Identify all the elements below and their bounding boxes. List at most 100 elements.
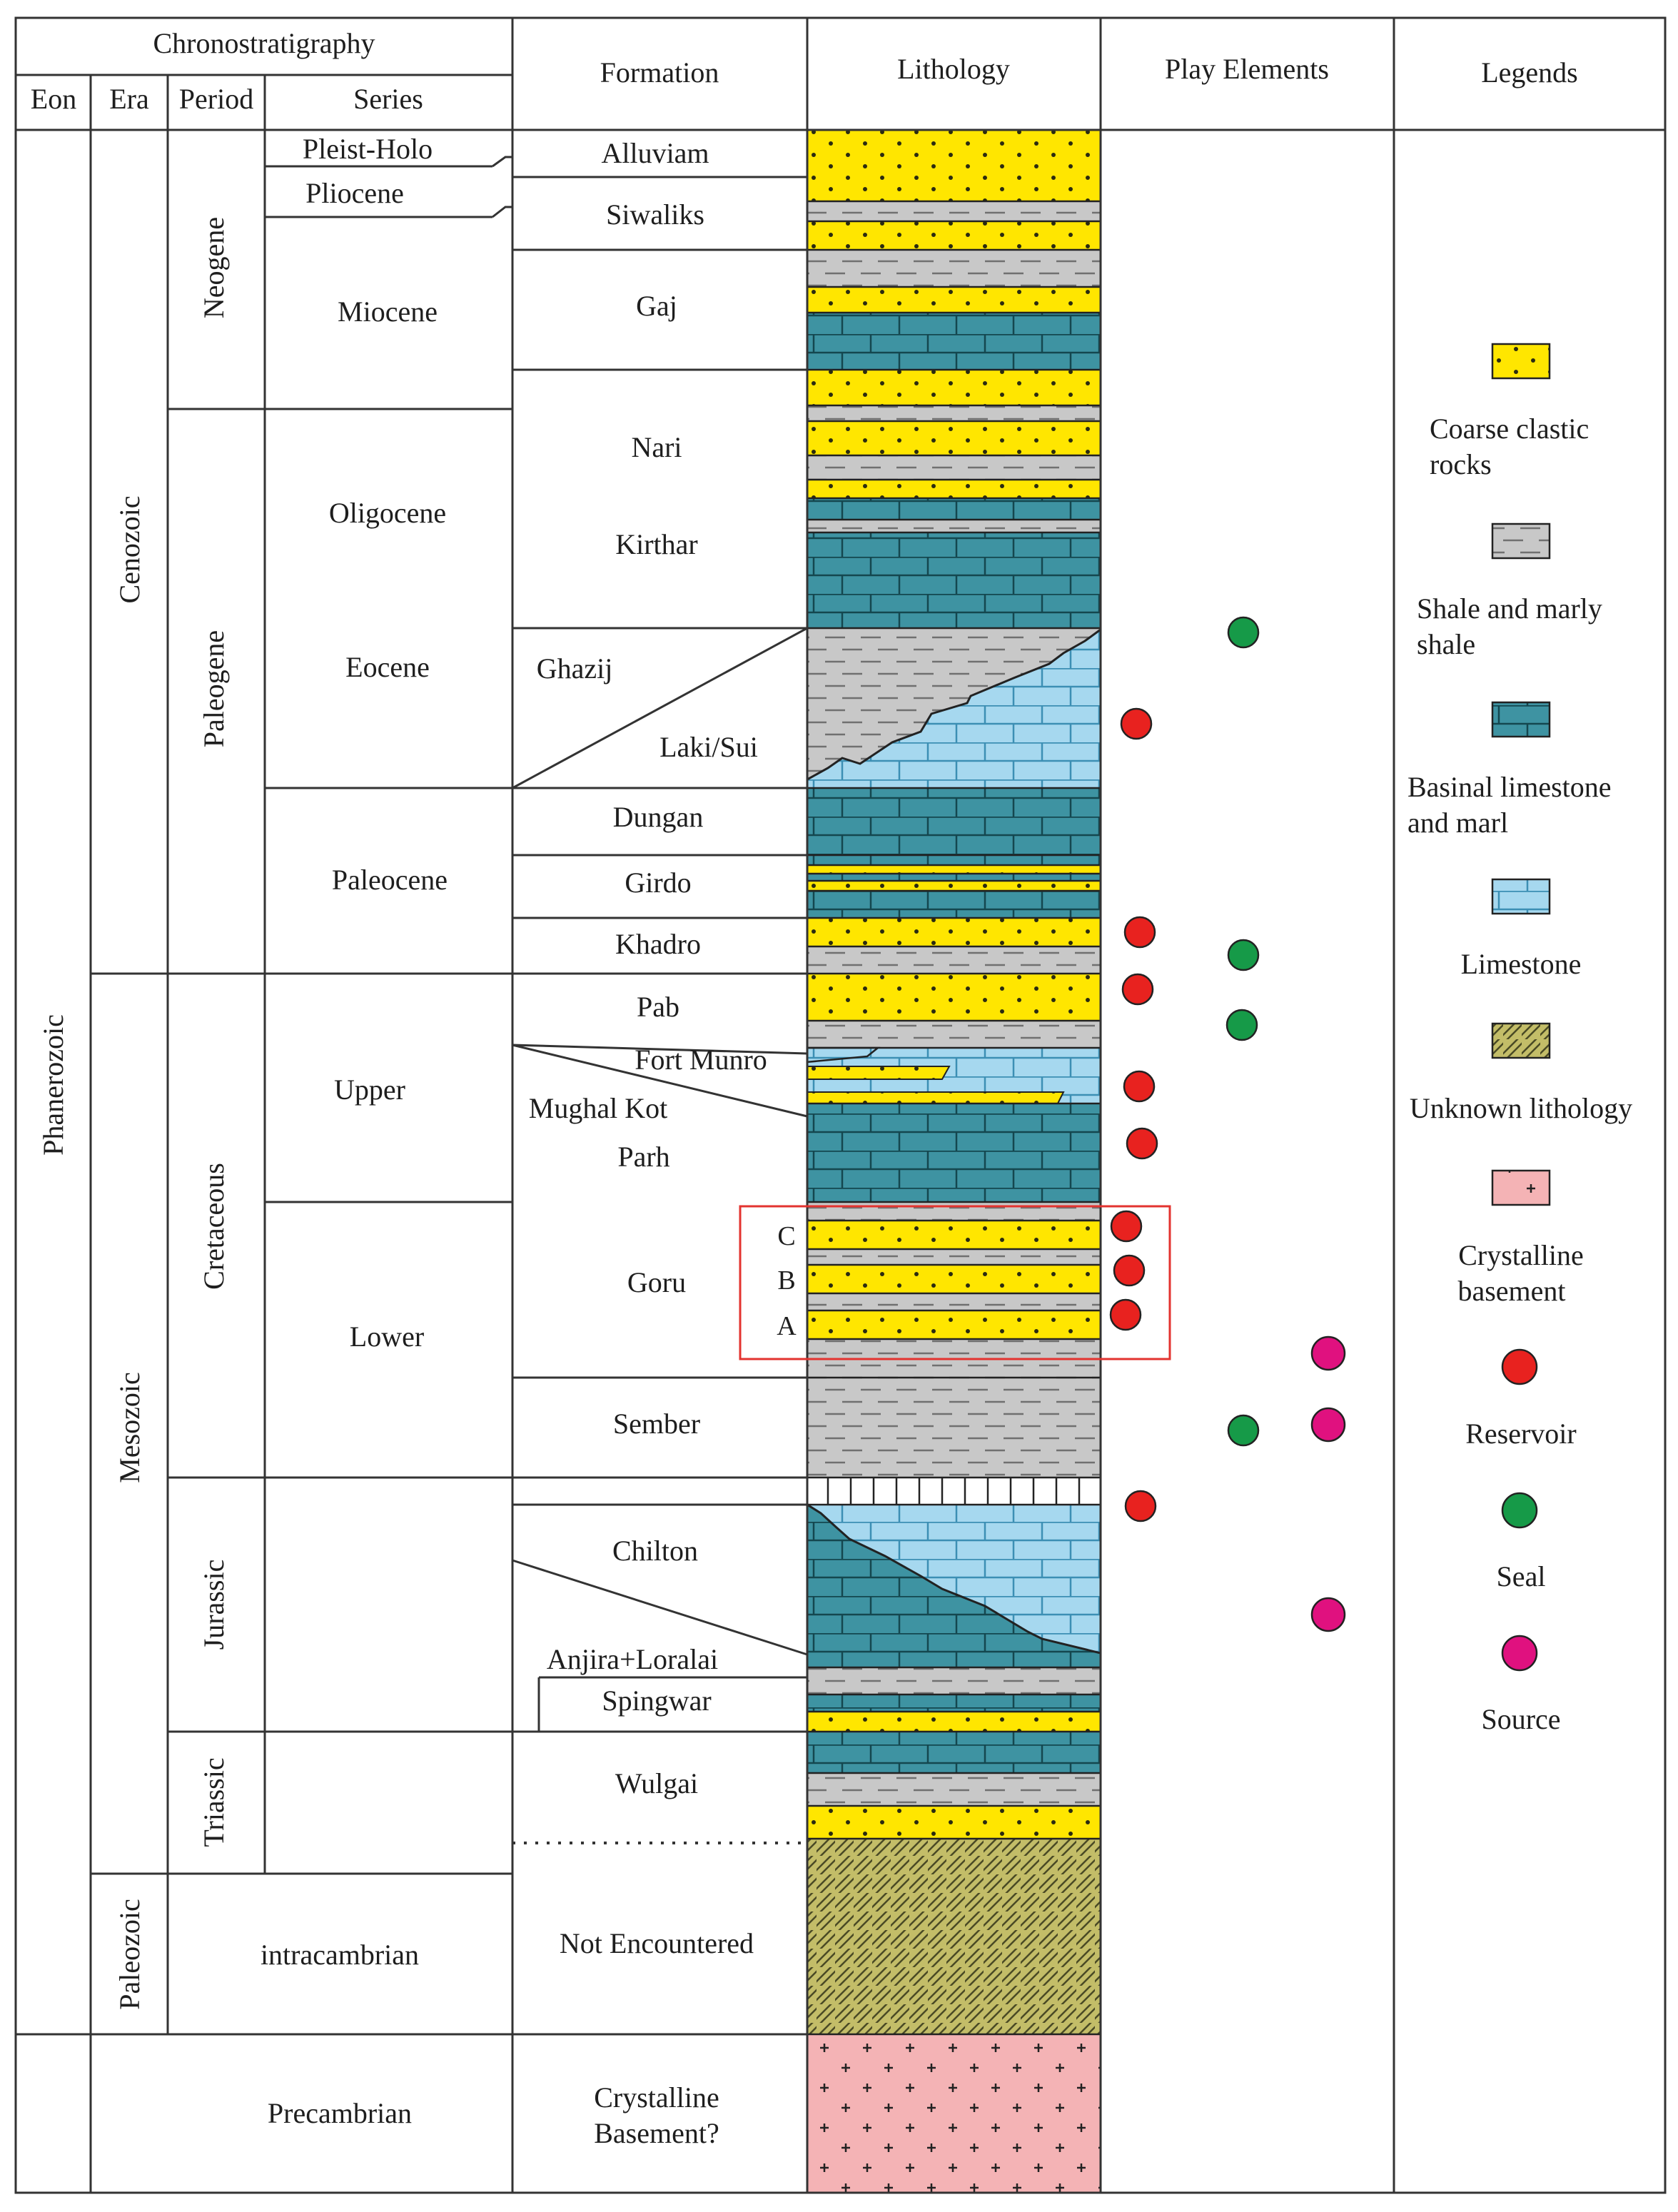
header-play-elements: Play Elements bbox=[1165, 53, 1329, 85]
legend-marker-reservoir bbox=[1501, 1348, 1538, 1385]
series-labels: Pleist-Holo Pliocene Miocene Oligocene E… bbox=[261, 133, 448, 2129]
header-chronostratigraphy: Chronostratigraphy bbox=[153, 27, 375, 59]
lith-wulgai-sand bbox=[807, 1806, 1101, 1839]
goru-unit-labels: C B A bbox=[777, 1221, 797, 1341]
lith-wulgai-shale bbox=[807, 1773, 1101, 1806]
play-seal-pab bbox=[1225, 1009, 1258, 1041]
lith-chilton-limestone bbox=[807, 1505, 1101, 1653]
legend-limestone: Limestone bbox=[1461, 948, 1582, 980]
era-mesozoic: Mesozoic bbox=[113, 1372, 146, 1483]
period-neogene: Neogene bbox=[198, 217, 230, 318]
legend-swatch-basinal-limestone bbox=[1491, 701, 1551, 738]
lith-sember-shale bbox=[807, 1378, 1101, 1478]
lith-fortmunro-sand-1 bbox=[807, 1066, 951, 1080]
lith-jurassic-top-ticks bbox=[827, 1478, 1081, 1505]
formation-dungan: Dungan bbox=[613, 801, 704, 833]
play-reservoir-fort-munro bbox=[1123, 1070, 1156, 1103]
lith-layer-boundaries bbox=[807, 200, 1101, 2036]
legend-swatch-crystalline bbox=[1491, 1169, 1551, 1206]
lith-girdo-sand-1 bbox=[807, 865, 1101, 874]
lith-nari-basinal bbox=[807, 498, 1101, 520]
formation-khadro: Khadro bbox=[615, 928, 701, 960]
lith-goru-shale-2 bbox=[807, 1249, 1101, 1265]
header-lithology: Lithology bbox=[897, 53, 1010, 85]
legend-basinal-line-1: Basinal limestone bbox=[1407, 771, 1612, 803]
goru-unit-b: B bbox=[777, 1266, 795, 1296]
formation-labels: Alluviam Siwaliks Gaj Nari Kirthar Ghazi… bbox=[529, 137, 767, 2149]
legend: Coarse clastic rocks Shale and marly sha… bbox=[1407, 343, 1632, 1735]
lith-gaj-basinal bbox=[807, 313, 1101, 370]
formation-spingwar: Spingwar bbox=[602, 1685, 711, 1717]
lith-wulgai-basinal bbox=[807, 1732, 1101, 1773]
play-reservoir-goru-c bbox=[1110, 1210, 1143, 1243]
lith-spingwar-basinal bbox=[807, 1695, 1101, 1712]
lith-pab-shale bbox=[807, 1021, 1101, 1048]
header-eon: Eon bbox=[31, 83, 76, 115]
series-eocene: Eocene bbox=[345, 651, 430, 683]
formation-gaj: Gaj bbox=[636, 290, 677, 322]
era-cenozoic: Cenozoic bbox=[113, 495, 146, 603]
header-era: Era bbox=[109, 83, 149, 115]
lith-goru-b-sand bbox=[807, 1265, 1101, 1293]
lith-khadro-sand bbox=[807, 918, 1101, 946]
goru-highlight-box bbox=[739, 1205, 1171, 1360]
lith-nari-shale-1 bbox=[807, 405, 1101, 421]
period-jurassic: Jurassic bbox=[198, 1560, 230, 1650]
lith-nari-shale-2 bbox=[807, 455, 1101, 480]
lith-kirthar-basinal bbox=[807, 532, 1101, 628]
lithology-column bbox=[807, 130, 1101, 2193]
formation-pab: Pab bbox=[637, 991, 679, 1023]
series-lower: Lower bbox=[350, 1320, 424, 1353]
formation-not-encountered: Not Encountered bbox=[560, 1927, 754, 1959]
goru-unit-a: A bbox=[777, 1311, 797, 1341]
header-series: Series bbox=[353, 83, 423, 115]
formation-siwaliks: Siwaliks bbox=[606, 198, 704, 231]
legend-seal: Seal bbox=[1497, 1560, 1546, 1592]
lith-khadro-shale bbox=[807, 946, 1101, 974]
header-period: Period bbox=[179, 83, 253, 115]
lith-goru-c-sand bbox=[807, 1221, 1101, 1249]
lith-goru-shale-3 bbox=[807, 1293, 1101, 1310]
series-pleist-holo: Pleist-Holo bbox=[303, 133, 433, 165]
lith-spingwar-sand bbox=[807, 1712, 1101, 1732]
lith-laki-limestone bbox=[807, 630, 1101, 788]
legend-shale-line-2: shale bbox=[1417, 628, 1475, 660]
legend-crystalline-line-2: basement bbox=[1457, 1275, 1565, 1307]
legend-marker-source bbox=[1501, 1635, 1538, 1672]
play-seal-ghazij bbox=[1227, 616, 1260, 649]
era-paleozoic: Paleozoic bbox=[113, 1899, 146, 2010]
period-triassic: Triassic bbox=[198, 1757, 230, 1847]
lith-goru-shale-top bbox=[807, 1202, 1101, 1221]
formation-crystalline-line-1: Crystalline bbox=[594, 2081, 719, 2113]
formation-ghazij: Ghazij bbox=[537, 652, 613, 685]
lith-alluviam-sand bbox=[807, 130, 1101, 201]
lith-laki-contact bbox=[807, 628, 1101, 781]
series-pliocene: Pliocene bbox=[305, 177, 404, 209]
formation-alluviam: Alluviam bbox=[601, 137, 709, 169]
legend-reservoir: Reservoir bbox=[1465, 1418, 1577, 1450]
lith-gaj-shale bbox=[807, 250, 1101, 287]
chrono-vertical-labels: Phanerozoic Cenozoic Mesozoic Paleozoic … bbox=[37, 217, 230, 2010]
lith-unknown bbox=[807, 1839, 1101, 2034]
legend-source: Source bbox=[1481, 1703, 1560, 1735]
lith-mughalkot-basinal bbox=[807, 1104, 1101, 1202]
formation-nari: Nari bbox=[631, 431, 682, 463]
lith-nari-sand-1 bbox=[807, 370, 1101, 405]
legend-swatch-unknown bbox=[1491, 1022, 1551, 1059]
series-intracambrian: intracambrian bbox=[261, 1939, 419, 1971]
lith-pab-sand bbox=[807, 974, 1101, 1021]
lith-jurassic-top-unit bbox=[807, 1478, 1101, 1505]
series-upper: Upper bbox=[334, 1074, 405, 1106]
play-reservoir-laki-sui bbox=[1120, 707, 1153, 740]
play-source-chilton bbox=[1310, 1597, 1346, 1632]
legend-marker-seal bbox=[1501, 1492, 1538, 1529]
lith-siwaliks-sand bbox=[807, 221, 1101, 250]
table-grid bbox=[14, 16, 1667, 2194]
formation-fort-munro: Fort Munro bbox=[635, 1044, 767, 1076]
eon-phanerozoic: Phanerozoic bbox=[37, 1014, 69, 1156]
play-reservoir-parh bbox=[1126, 1127, 1158, 1160]
legend-swatch-limestone bbox=[1491, 878, 1551, 915]
play-reservoir-chilton bbox=[1124, 1490, 1157, 1522]
lith-nari-sand-3 bbox=[807, 480, 1101, 498]
